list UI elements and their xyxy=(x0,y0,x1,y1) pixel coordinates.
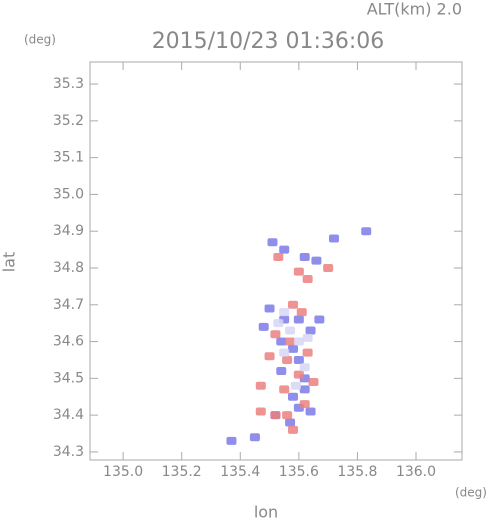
echo-point xyxy=(293,355,304,364)
echo-point xyxy=(311,256,322,265)
y-tick-label: 34.7 xyxy=(53,297,84,313)
echo-point xyxy=(276,337,287,346)
y-tick-label: 35.2 xyxy=(53,113,84,129)
echo-point xyxy=(264,352,275,361)
echo-point xyxy=(270,330,281,339)
y-tick-label: 34.9 xyxy=(53,223,84,239)
x-tick-label: 135.6 xyxy=(279,464,319,480)
echo-point xyxy=(255,407,266,416)
y-tick-label: 34.6 xyxy=(53,334,84,350)
y-tick-label: 35.3 xyxy=(53,76,84,92)
echo-point xyxy=(299,385,310,394)
echo-point xyxy=(296,308,307,317)
echo-point xyxy=(273,319,284,328)
echo-point xyxy=(305,407,316,416)
echo-point xyxy=(361,227,372,236)
x-tick-label: 135.2 xyxy=(162,464,202,480)
y-tick-label: 35.1 xyxy=(53,150,84,166)
x-unit: (deg) xyxy=(455,486,487,500)
echo-point xyxy=(285,418,296,427)
echo-point xyxy=(293,337,304,346)
echo-point xyxy=(258,322,269,331)
x-tick-label: 135.8 xyxy=(337,464,377,480)
echo-point xyxy=(270,411,281,420)
echo-point xyxy=(264,304,275,313)
echo-point xyxy=(276,366,287,375)
echo-point xyxy=(279,308,290,317)
x-tick-label: 135.0 xyxy=(103,464,143,480)
chart-title: 2015/10/23 01:36:06 xyxy=(152,29,385,54)
echo-point xyxy=(279,245,290,254)
echo-point xyxy=(302,348,313,357)
echo-point xyxy=(328,234,339,243)
subtitle: ALT(km) 2.0 xyxy=(367,0,462,19)
echo-point xyxy=(323,263,334,272)
echo-point xyxy=(299,252,310,261)
plot-frame xyxy=(89,61,463,461)
echo-point xyxy=(305,326,316,335)
echo-point xyxy=(302,333,313,342)
echo-point xyxy=(255,381,266,390)
echo-point xyxy=(308,378,319,387)
echo-point xyxy=(273,252,284,261)
echo-point xyxy=(226,436,237,445)
echo-point xyxy=(290,381,301,390)
echo-point xyxy=(267,238,278,247)
echo-point xyxy=(287,344,298,353)
echo-point xyxy=(287,425,298,434)
echo-point xyxy=(293,267,304,276)
echo-point xyxy=(293,370,304,379)
y-tick-label: 35.0 xyxy=(53,186,84,202)
echo-point xyxy=(279,348,290,357)
echo-point xyxy=(287,300,298,309)
echo-point xyxy=(282,355,293,364)
echo-point xyxy=(285,326,296,335)
x-axis-label: lon xyxy=(254,503,278,521)
y-tick-label: 34.4 xyxy=(53,407,84,423)
y-tick-label: 34.8 xyxy=(53,260,84,276)
echo-point xyxy=(287,392,298,401)
y-tick-label: 34.3 xyxy=(53,444,84,460)
echo-point xyxy=(293,315,304,324)
y-tick-label: 34.5 xyxy=(53,370,84,386)
echo-point xyxy=(279,385,290,394)
echo-point xyxy=(299,363,310,372)
y-axis-label: lat xyxy=(0,252,19,273)
x-tick-label: 136.0 xyxy=(396,464,436,480)
echo-point xyxy=(249,433,260,442)
echo-point xyxy=(314,315,325,324)
echo-point xyxy=(299,400,310,409)
echo-point xyxy=(282,411,293,420)
y-unit: (deg) xyxy=(24,33,56,47)
x-tick-label: 135.4 xyxy=(220,464,260,480)
echo-point xyxy=(285,337,296,346)
echo-point xyxy=(302,275,313,284)
